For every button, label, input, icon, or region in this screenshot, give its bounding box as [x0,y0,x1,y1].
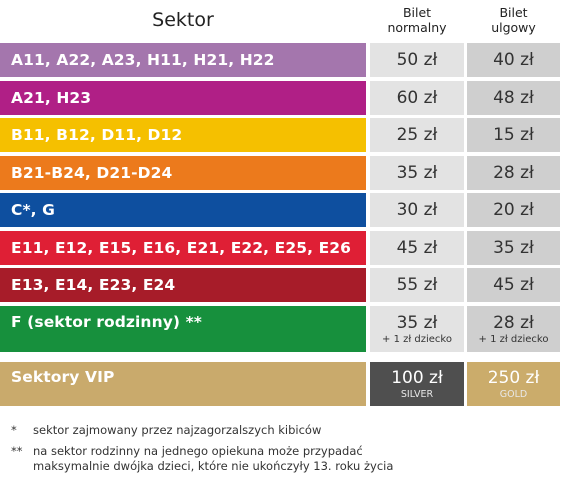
price-value: 55 zł [396,275,438,295]
normal-price: 50 zł [370,43,464,77]
price-value: 45 zł [396,238,438,258]
footnote-text: sektor zajmowany przez najzagorzalszych … [33,423,322,437]
price-value: 250 zł [487,368,540,388]
reduced-price: 35 zł [467,231,560,265]
header-normal-ticket: Bilet normalny [370,0,464,40]
price-value: 50 zł [396,50,438,70]
price-value: 35 zł [396,163,438,183]
price-value: 28 zł [493,163,534,183]
footnote: * sektor zajmowany przez najzagorzalszyc… [11,423,321,438]
table-row: B21-B24, D21-D24 35 zł 28 zł [0,156,563,190]
price-note: + 1 zł dziecko [382,334,452,345]
sector-name: Sektory VIP [0,362,366,406]
price-value: 48 zł [493,88,534,108]
table-row-vip: Sektory VIP 100 zł SILVER 250 zł GOLD [0,362,563,406]
footnote-mark: * [11,423,17,437]
reduced-price: 28 zł + 1 zł dziecko [467,306,560,352]
price-value: 45 zł [493,275,534,295]
normal-price: 25 zł [370,118,464,152]
sector-name: E11, E12, E15, E16, E21, E22, E25, E26 [0,231,366,265]
header-sector: Sektor [152,9,214,31]
reduced-price: 48 zł [467,81,560,115]
normal-price: 60 zł [370,81,464,115]
price-value: 25 zł [396,125,438,145]
table-row: A21, H23 60 zł 48 zł [0,81,563,115]
header-reduced-ticket: Bilet ulgowy [467,0,560,40]
gold-price: 250 zł GOLD [467,362,560,406]
reduced-price: 40 zł [467,43,560,77]
table-row: E11, E12, E15, E16, E21, E22, E25, E26 4… [0,231,563,265]
price-value: 35 zł [493,238,534,258]
sector-name: F (sektor rodzinny) ** [0,306,366,352]
footnote-mark: ** [11,444,23,458]
table-row: B11, B12, D11, D12 25 zł 15 zł [0,118,563,152]
footnote: ** na sektor rodzinny na jednego opiekun… [11,444,393,474]
table-row: F (sektor rodzinny) ** 35 zł + 1 zł dzie… [0,306,563,352]
sector-name: C*, G [0,193,366,227]
header-normal-line2: normalny [387,20,447,35]
price-tier: GOLD [499,389,528,400]
reduced-price: 20 zł [467,193,560,227]
normal-price: 30 zł [370,193,464,227]
table-row: E13, E14, E23, E24 55 zł 45 zł [0,268,563,302]
header-reduced-line1: Bilet [499,5,528,20]
footnote-text-block: na sektor rodzinny na jednego opiekuna m… [33,444,393,474]
sector-name: A11, A22, A23, H11, H21, H22 [0,43,366,77]
price-value: 100 zł [391,368,443,388]
sector-name: B11, B12, D11, D12 [0,118,366,152]
sector-name: E13, E14, E23, E24 [0,268,366,302]
reduced-price: 45 zł [467,268,560,302]
table-row: C*, G 30 zł 20 zł [0,193,563,227]
price-value: 35 zł [396,313,438,333]
footnote-text-line2: maksymalnie dwójka dzieci, które nie uko… [33,459,394,473]
reduced-price: 28 zł [467,156,560,190]
price-value: 60 zł [396,88,438,108]
sector-name: B21-B24, D21-D24 [0,156,366,190]
price-value: 28 zł [493,313,534,333]
sector-name: A21, H23 [0,81,366,115]
price-value: 30 zł [396,200,438,220]
normal-price: 35 zł [370,156,464,190]
price-note: + 1 zł dziecko [478,334,549,345]
silver-price: 100 zł SILVER [370,362,464,406]
price-tier: SILVER [400,389,434,400]
header-normal-line1: Bilet [402,5,432,20]
reduced-price: 15 zł [467,118,560,152]
header-reduced-line2: ulgowy [491,20,536,35]
normal-price: 55 zł [370,268,464,302]
price-value: 15 zł [493,125,534,145]
price-value: 20 zł [493,200,534,220]
normal-price: 45 zł [370,231,464,265]
price-value: 40 zł [493,50,534,70]
footnote-text: na sektor rodzinny na jednego opiekuna m… [33,444,363,458]
table-row: A11, A22, A23, H11, H21, H22 50 zł 40 zł [0,43,563,77]
normal-price: 35 zł + 1 zł dziecko [370,306,464,352]
